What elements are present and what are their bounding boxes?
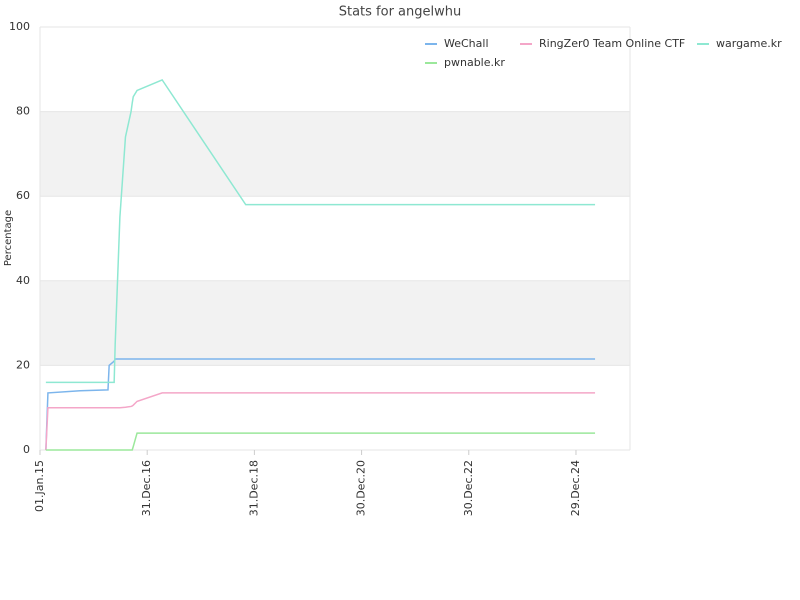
y-tick-label: 60	[16, 189, 30, 202]
legend-label: pwnable.kr	[444, 56, 505, 69]
y-tick-label: 40	[16, 274, 30, 287]
x-tick-label: 30.Dec.20	[355, 460, 368, 516]
y-tick-label: 80	[16, 105, 30, 118]
y-tick-label: 20	[16, 358, 30, 371]
y-tick-label: 100	[9, 20, 30, 33]
legend-label: wargame.kr	[716, 37, 782, 50]
series-line	[45, 432, 596, 451]
y-tick-label: 0	[23, 443, 30, 456]
legend-label: RingZer0 Team Online CTF	[539, 37, 685, 50]
x-tick-label: 30.Dec.22	[462, 460, 475, 516]
series-line	[45, 392, 596, 451]
x-tick-label: 29.Dec.24	[569, 460, 582, 516]
plot-band	[40, 111, 630, 197]
x-tick-label: 31.Dec.16	[140, 460, 153, 516]
x-tick-label: 31.Dec.18	[247, 460, 260, 516]
legend-label: WeChall	[444, 37, 489, 50]
series-line	[45, 78, 596, 384]
chart-title: Stats for angelwhu	[339, 5, 462, 20]
x-tick-label: 01.Jan.15	[33, 460, 46, 512]
y-axis-label: Percentage	[3, 210, 14, 266]
series-line	[45, 358, 596, 451]
plot-band	[40, 280, 630, 366]
